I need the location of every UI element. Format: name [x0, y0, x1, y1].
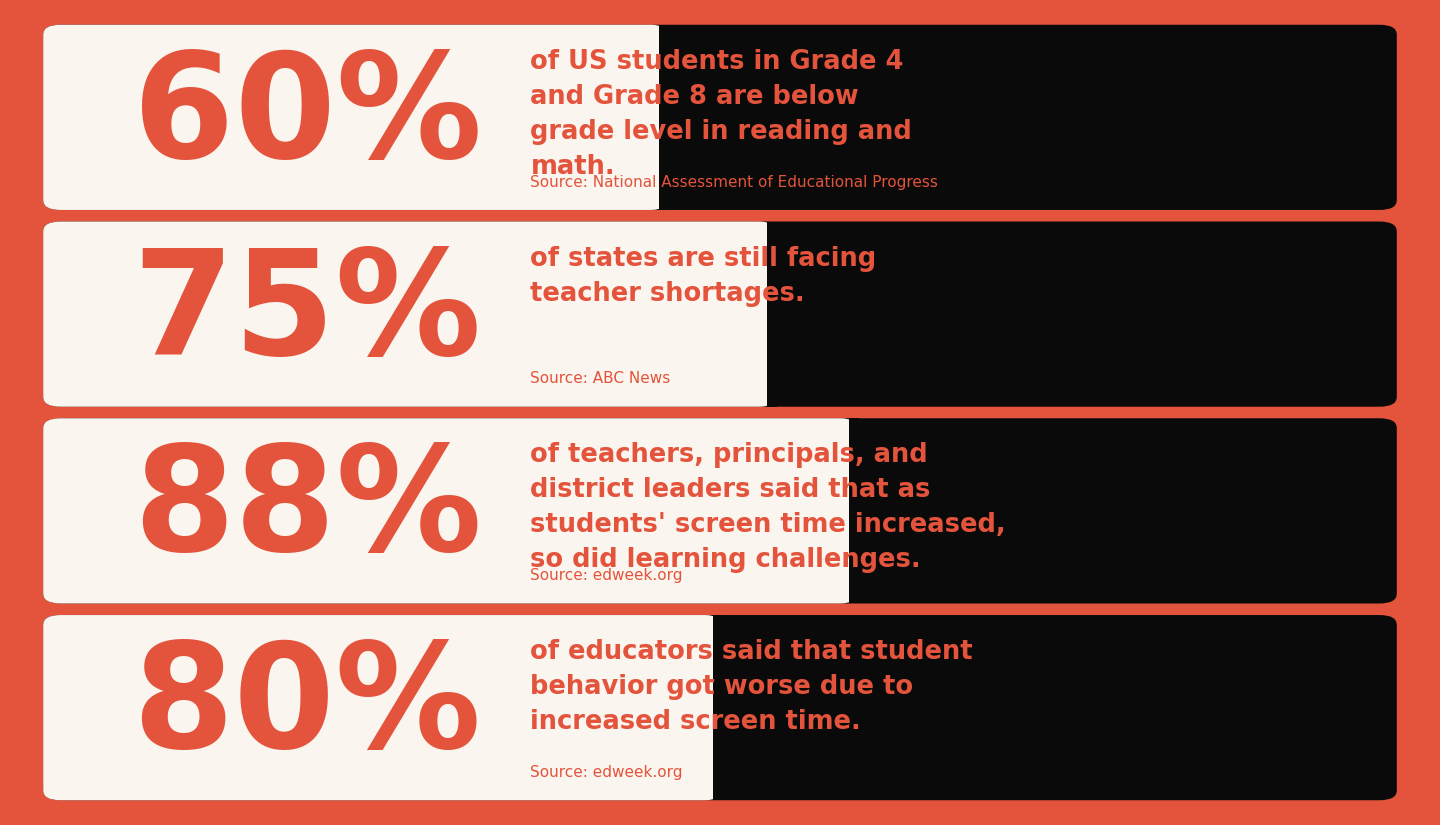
FancyBboxPatch shape	[43, 418, 857, 604]
FancyBboxPatch shape	[43, 615, 721, 800]
Bar	[660, 25, 670, 210]
Text: of US students in Grade 4
and Grade 8 are below
grade level in reading and
math.: of US students in Grade 4 and Grade 8 ar…	[530, 49, 913, 180]
Text: 75%: 75%	[132, 243, 482, 384]
Text: 88%: 88%	[132, 441, 481, 582]
FancyBboxPatch shape	[43, 25, 1397, 210]
Bar	[713, 615, 723, 800]
Bar	[768, 221, 778, 407]
Text: 80%: 80%	[132, 637, 482, 778]
Text: of educators said that student
behavior got worse due to
increased screen time.: of educators said that student behavior …	[530, 639, 973, 735]
Text: Source: ABC News: Source: ABC News	[530, 371, 671, 386]
Text: 60%: 60%	[132, 47, 482, 188]
Text: of teachers, principals, and
district leaders said that as
students' screen time: of teachers, principals, and district le…	[530, 442, 1007, 573]
Text: Source: edweek.org: Source: edweek.org	[530, 765, 683, 780]
Text: Source: edweek.org: Source: edweek.org	[530, 568, 683, 583]
FancyBboxPatch shape	[43, 221, 1397, 407]
FancyBboxPatch shape	[43, 615, 1397, 800]
Bar	[848, 418, 858, 604]
FancyBboxPatch shape	[43, 418, 1397, 604]
Text: Source: National Assessment of Educational Progress: Source: National Assessment of Education…	[530, 175, 939, 190]
FancyBboxPatch shape	[43, 221, 776, 407]
FancyBboxPatch shape	[43, 25, 668, 210]
Text: of states are still facing
teacher shortages.: of states are still facing teacher short…	[530, 246, 877, 307]
